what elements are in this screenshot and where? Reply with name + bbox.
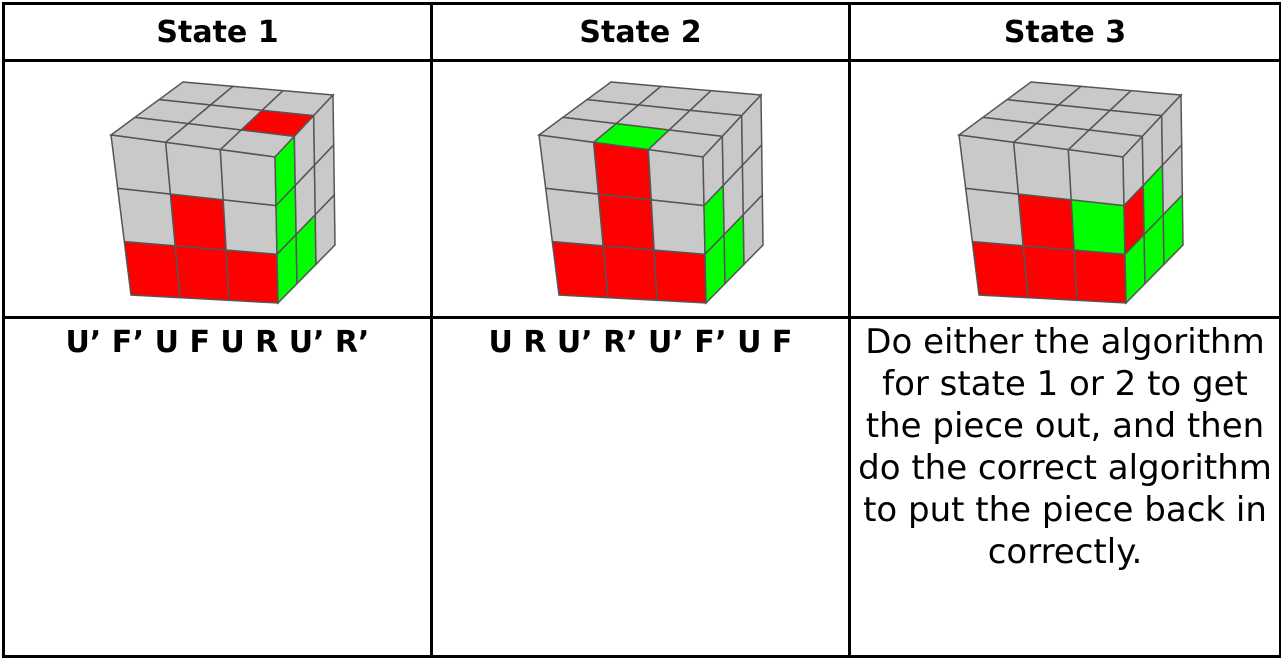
cube-image — [537, 81, 764, 305]
algorithm: U’ F’ U F U R U’ R’ — [2, 316, 433, 658]
sticker — [1022, 245, 1078, 302]
sticker — [164, 141, 225, 201]
sticker — [971, 240, 1029, 299]
sticker — [592, 141, 653, 201]
sticker — [1067, 148, 1125, 207]
header-cell: State 2 — [430, 2, 851, 62]
sticker — [551, 240, 609, 299]
algorithm: U R U’ R’ U’ F’ U F — [430, 316, 851, 658]
cube-image — [109, 81, 336, 305]
sticker — [602, 245, 658, 302]
sticker — [1070, 199, 1126, 256]
sticker — [169, 193, 227, 251]
sticker — [597, 193, 655, 251]
sticker — [742, 193, 764, 267]
cube-image — [957, 81, 1184, 305]
sticker — [653, 249, 707, 304]
sticker — [538, 134, 600, 195]
sticker — [1012, 141, 1073, 201]
sticker — [1073, 249, 1127, 304]
sticker — [544, 187, 605, 247]
header-cell: State 1 — [2, 2, 433, 62]
sticker — [222, 199, 278, 256]
description: Do either the algorithm for state 1 or 2… — [848, 316, 1281, 658]
sticker — [174, 245, 230, 302]
sticker — [110, 134, 172, 195]
sticker — [964, 187, 1025, 247]
sticker — [958, 134, 1020, 195]
image-cell — [2, 59, 433, 319]
sticker — [647, 148, 705, 207]
sticker — [1162, 193, 1184, 267]
sticker — [225, 249, 279, 304]
sticker — [219, 148, 277, 207]
sticker — [314, 193, 336, 267]
sticker — [1017, 193, 1075, 251]
header-cell: State 3 — [848, 2, 1281, 62]
image-cell — [848, 59, 1281, 319]
image-cell — [430, 59, 851, 319]
sticker — [650, 199, 706, 256]
sticker — [123, 240, 181, 299]
sticker — [116, 187, 177, 247]
